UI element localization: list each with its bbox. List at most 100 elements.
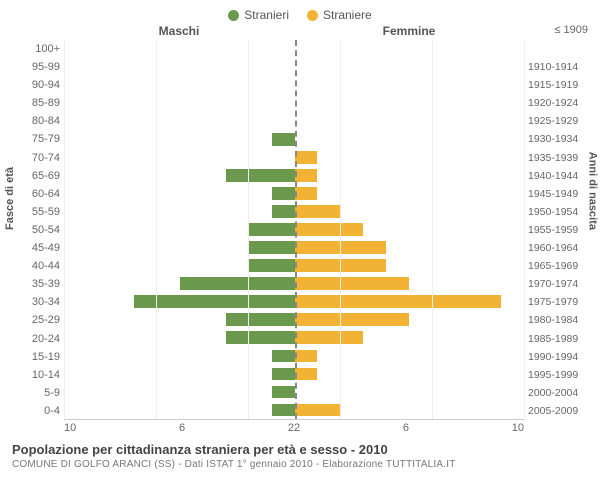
birth-tick: 1925-1929 — [528, 112, 578, 130]
bar-row-female — [295, 130, 525, 148]
bar-row-male — [65, 383, 295, 401]
age-tick: 40-44 — [32, 257, 60, 275]
bar-female — [295, 331, 364, 344]
age-tick: 25-29 — [32, 311, 60, 329]
right-axis-title: Anni di nascita — [586, 152, 598, 230]
bar-row-female — [295, 329, 525, 347]
birth-tick: 1930-1934 — [528, 130, 578, 148]
plot-half-male — [65, 40, 295, 419]
chart-body: Fasce di età Anni di nascita 100+95-9990… — [12, 40, 588, 420]
birth-tick: 1910-1914 — [528, 58, 578, 76]
column-headers: Maschi Femmine ≤ 1909 — [12, 24, 588, 38]
birth-tick: 1980-1984 — [528, 311, 578, 329]
gridline — [524, 40, 525, 419]
bar-row-male — [65, 40, 295, 58]
birth-tick: 1920-1924 — [528, 94, 578, 112]
age-tick: 45-49 — [32, 239, 60, 257]
bar-row-female — [295, 311, 525, 329]
age-tick: 10-14 — [32, 366, 60, 384]
age-tick: 80-84 — [32, 112, 60, 130]
age-tick: 60-64 — [32, 185, 60, 203]
bar-female — [295, 205, 341, 218]
birth-tick: 1915-1919 — [528, 76, 578, 94]
bar-row-male — [65, 220, 295, 238]
footer-subtitle: COMUNE DI GOLFO ARANCI (SS) - Dati ISTAT… — [12, 459, 588, 470]
bar-male — [249, 241, 295, 254]
bar-male — [180, 277, 295, 290]
x-axis-right: 2610 — [294, 422, 524, 434]
bar-row-male — [65, 347, 295, 365]
plot-area — [64, 40, 524, 420]
age-tick: 20-24 — [32, 330, 60, 348]
bar-row-female — [295, 293, 525, 311]
birth-tick: 1935-1939 — [528, 149, 578, 167]
bar-row-male — [65, 401, 295, 419]
legend-item-female: Straniere — [307, 8, 372, 22]
bar-row-female — [295, 347, 525, 365]
bar-male — [272, 133, 295, 146]
age-tick: 15-19 — [32, 348, 60, 366]
bar-female — [295, 151, 318, 164]
x-tick: 2 — [294, 422, 300, 434]
footer: Popolazione per cittadinanza straniera p… — [12, 442, 588, 470]
bar-male — [226, 331, 295, 344]
bar-row-male — [65, 202, 295, 220]
birth-tick: 1965-1969 — [528, 257, 578, 275]
birth-tick: 1985-1989 — [528, 330, 578, 348]
x-axis: 10 6 2 2610 — [12, 422, 588, 434]
bar-male — [272, 205, 295, 218]
bar-male — [249, 223, 295, 236]
birth-tick: 1960-1964 — [528, 239, 578, 257]
bar-row-male — [65, 239, 295, 257]
bar-female — [295, 313, 410, 326]
legend-label-male: Stranieri — [244, 8, 289, 22]
legend-swatch-female — [307, 10, 318, 21]
legend: Stranieri Straniere — [12, 8, 588, 22]
bar-female — [295, 223, 364, 236]
legend-swatch-male — [228, 10, 239, 21]
footer-title: Popolazione per cittadinanza straniera p… — [12, 442, 588, 457]
x-tick: 6 — [179, 422, 185, 434]
bar-row-male — [65, 112, 295, 130]
bar-row-female — [295, 184, 525, 202]
bar-female — [295, 350, 318, 363]
bar-female — [295, 368, 318, 381]
y-axis-age: 100+95-9990-9485-8980-8475-7970-7465-696… — [12, 40, 64, 420]
gridline — [432, 40, 433, 419]
bar-row-male — [65, 275, 295, 293]
age-tick: 75-79 — [32, 130, 60, 148]
x-tick: 10 — [64, 422, 76, 434]
bar-row-male — [65, 94, 295, 112]
bar-male — [134, 295, 295, 308]
bar-row-female — [295, 94, 525, 112]
birth-tick: 1990-1994 — [528, 348, 578, 366]
plot-half-female — [295, 40, 525, 419]
gridline — [64, 40, 65, 419]
bar-row-female — [295, 76, 525, 94]
age-tick: 55-59 — [32, 203, 60, 221]
bar-row-female — [295, 275, 525, 293]
birth-tick: 1995-1999 — [528, 366, 578, 384]
bar-row-male — [65, 293, 295, 311]
x-tick: 10 — [512, 422, 524, 434]
bar-row-female — [295, 401, 525, 419]
age-tick: 30-34 — [32, 293, 60, 311]
age-tick: 35-39 — [32, 275, 60, 293]
gridline — [156, 40, 157, 419]
bar-row-male — [65, 166, 295, 184]
bar-row-female — [295, 220, 525, 238]
age-tick: 85-89 — [32, 94, 60, 112]
birth-tick: 2005-2009 — [528, 402, 578, 420]
birth-tick: 1950-1954 — [528, 203, 578, 221]
bar-row-male — [65, 148, 295, 166]
bar-row-female — [295, 112, 525, 130]
bar-row-female — [295, 40, 525, 58]
header-left: Maschi — [64, 24, 294, 38]
center-line — [295, 40, 297, 419]
legend-label-female: Straniere — [323, 8, 372, 22]
birth-year-top: ≤ 1909 — [524, 24, 588, 38]
x-axis-left: 1062 — [64, 422, 294, 434]
birth-tick: 1955-1959 — [528, 221, 578, 239]
y-axis-birth: 1910-19141915-19191920-19241925-19291930… — [524, 40, 588, 420]
bar-row-male — [65, 130, 295, 148]
